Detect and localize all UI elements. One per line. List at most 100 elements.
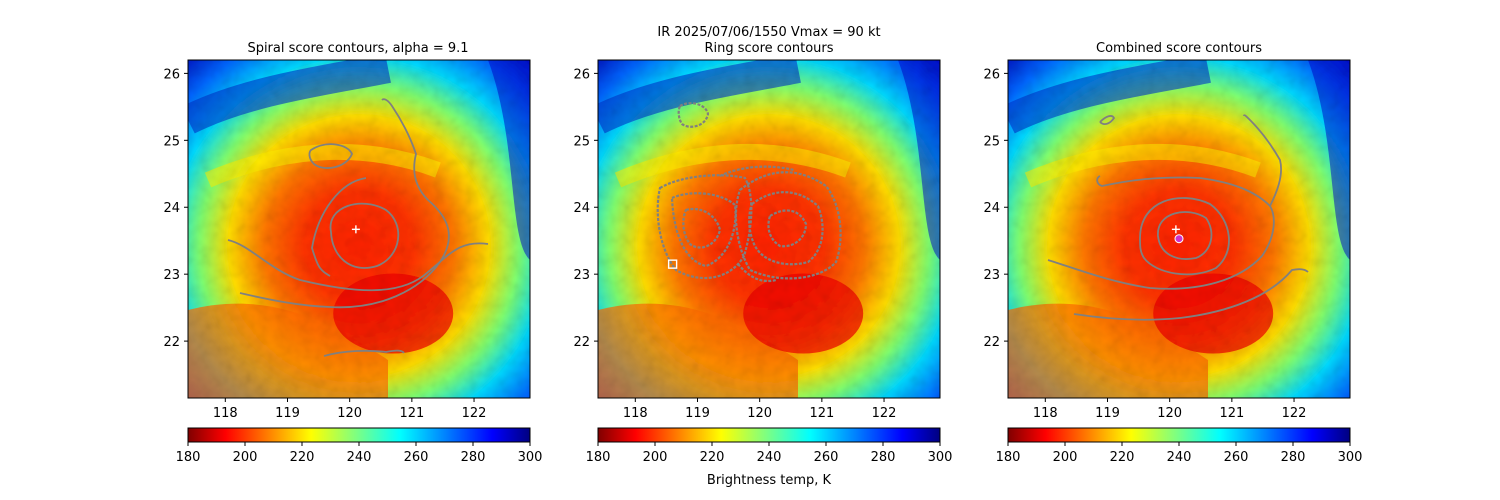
clear-air — [898, 60, 940, 260]
colorbar-tick-label: 180 — [586, 450, 611, 465]
colorbar-tick-label: 200 — [643, 450, 668, 465]
y-tick-label: 23 — [163, 268, 180, 283]
y-tick-label: 24 — [573, 201, 590, 216]
contour-line — [719, 165, 795, 177]
panel-spiral: Spiral score contours, alpha = 9.1 118 11… — [163, 41, 543, 465]
contour-line — [734, 171, 842, 280]
contour-line — [239, 98, 450, 309]
brightness-field — [598, 60, 940, 398]
colorbar: 180 200 220 240 260 280 300 — [586, 427, 953, 465]
score-contours — [1047, 114, 1309, 321]
colorbar-tick-label: 180 — [176, 450, 201, 465]
colorbar-tick-label: 300 — [928, 450, 953, 465]
contour-line — [1243, 114, 1282, 207]
x-tick-label: 119 — [685, 406, 710, 421]
colorbar-gradient — [597, 427, 941, 443]
center-marker-plus — [351, 225, 360, 234]
colorbar: 180 200 220 240 260 280 300 — [176, 427, 543, 465]
y-tick-label: 23 — [573, 268, 590, 283]
colorbar-tick-label: 280 — [871, 450, 896, 465]
combined-marker-circle — [1174, 234, 1184, 244]
center-marker-square — [667, 259, 678, 269]
panel-title: Combined score contours — [1096, 41, 1262, 56]
contour-line — [323, 349, 405, 357]
contour-line — [1139, 197, 1230, 276]
cold-core — [333, 273, 454, 354]
y-tick-label: 26 — [983, 67, 1000, 82]
panel-ring: Ring score contours 118 119 120 121 122 22 23 2… — [573, 41, 953, 465]
x-tick-label: 118 — [623, 406, 648, 421]
x-tick-label: 122 — [462, 406, 487, 421]
y-tick-label: 26 — [163, 67, 180, 82]
contour-line — [1099, 115, 1116, 125]
y-tick-label: 25 — [163, 134, 180, 149]
panel-title: Spiral score contours, alpha = 9.1 — [247, 41, 468, 56]
axes: 118 119 120 121 122 22 23 24 25 26 — [163, 59, 531, 421]
outer-band — [1024, 143, 1261, 188]
y-tick-label: 25 — [983, 134, 1000, 149]
colorbar-tick-label: 260 — [814, 450, 839, 465]
contour-line — [677, 102, 710, 128]
contour-line — [1047, 175, 1275, 290]
clear-air — [1308, 60, 1350, 260]
colorbar-tick-label: 220 — [1110, 450, 1135, 465]
contour-line — [308, 143, 353, 169]
colorbar-tick-label: 260 — [1224, 450, 1249, 465]
score-contours — [656, 102, 842, 283]
dry-slot — [1008, 60, 1211, 134]
x-tick-label: 118 — [1033, 406, 1058, 421]
colorbar-tick-label: 300 — [1338, 450, 1363, 465]
rain-band — [1008, 303, 1208, 398]
y-tick-label: 24 — [983, 201, 1000, 216]
colorbar: 180 200 220 240 260 280 300 — [996, 427, 1363, 465]
x-tick-label: 122 — [872, 406, 897, 421]
y-tick-label: 24 — [163, 201, 180, 216]
x-tick-label: 119 — [275, 406, 300, 421]
cold-core — [743, 273, 864, 354]
contour-line — [227, 239, 489, 292]
colorbar-gradient — [1007, 427, 1351, 443]
x-tick-label: 120 — [1157, 406, 1182, 421]
y-tick-label: 23 — [983, 268, 1000, 283]
contour-line — [670, 192, 737, 268]
colorbar-tick-label: 220 — [700, 450, 725, 465]
colorbar-tick-label: 240 — [1167, 450, 1192, 465]
colorbar-tick-label: 200 — [233, 450, 258, 465]
contour-line — [767, 209, 808, 248]
contour-line — [748, 191, 824, 266]
contour-line — [682, 207, 722, 249]
x-tick-label: 119 — [1095, 406, 1120, 421]
x-tick-label: 121 — [809, 406, 834, 421]
colorbar-tick-label: 220 — [290, 450, 315, 465]
contour-line — [311, 177, 367, 277]
y-tick-label: 22 — [163, 335, 180, 350]
y-tick-label: 25 — [573, 134, 590, 149]
x-tick-label: 121 — [1219, 406, 1244, 421]
colorbar-tick-label: 280 — [461, 450, 486, 465]
x-tick-label: 122 — [1282, 406, 1307, 421]
x-tick-label: 120 — [337, 406, 362, 421]
colorbar-tick-label: 300 — [518, 450, 543, 465]
x-tick-label: 118 — [213, 406, 238, 421]
outer-band — [204, 143, 441, 188]
rain-band — [188, 303, 388, 398]
axes-frame — [597, 59, 941, 399]
clear-air — [488, 60, 530, 260]
score-contours — [227, 98, 489, 357]
axes-frame — [187, 59, 531, 399]
dry-slot — [188, 60, 391, 134]
rain-band — [598, 303, 798, 398]
x-tick-label: 121 — [399, 406, 424, 421]
y-tick-label: 22 — [983, 335, 1000, 350]
colorbar-label: Brightness temp, K — [707, 473, 832, 488]
axes: 118 119 120 121 122 22 23 24 25 26 — [983, 59, 1351, 421]
colorbar-tick-label: 260 — [404, 450, 429, 465]
y-tick-label: 22 — [573, 335, 590, 350]
colorbar-tick-label: 180 — [996, 450, 1021, 465]
colorbar-tick-label: 240 — [757, 450, 782, 465]
colorbar-tick-label: 200 — [1053, 450, 1078, 465]
axes: 118 119 120 121 122 22 23 24 25 26 — [573, 59, 941, 421]
dry-slot — [598, 60, 801, 134]
x-tick-label: 120 — [747, 406, 772, 421]
